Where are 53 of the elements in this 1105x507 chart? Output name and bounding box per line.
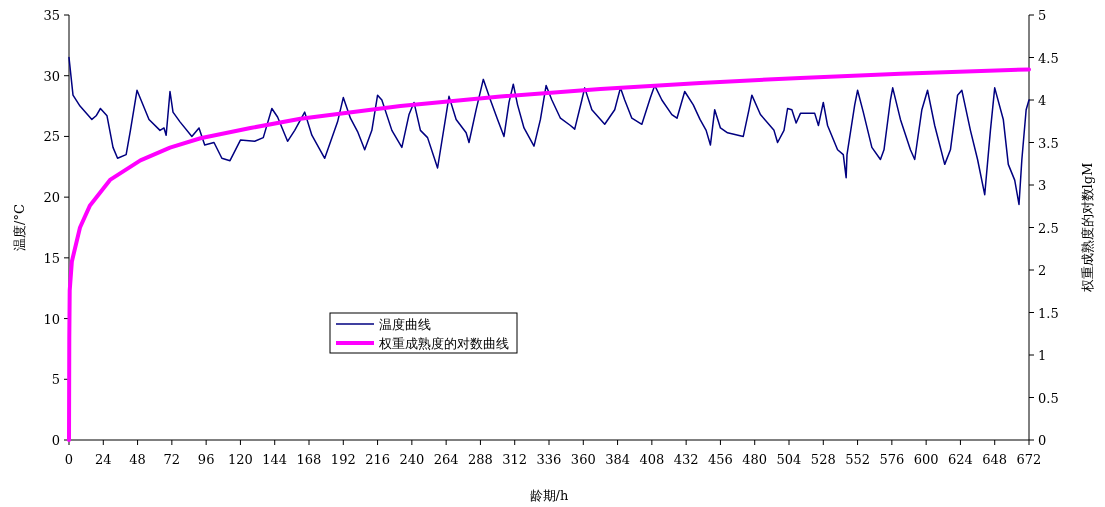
x-tick-label: 600: [913, 452, 939, 467]
x-tick-label: 504: [776, 452, 802, 467]
x-tick-label: 216: [365, 452, 390, 467]
y2-tick-label: 2: [1038, 263, 1047, 278]
y-axis-title: 温度/°C: [12, 204, 27, 251]
y2-tick-label: 4: [1038, 93, 1047, 108]
y2-axis-title: 权重成熟度的对数lgM: [1080, 162, 1095, 294]
x-tick-label: 72: [163, 452, 181, 467]
x-tick-label: 528: [810, 452, 836, 467]
y-tick-label: 15: [43, 250, 60, 266]
y-tick-label: 0: [51, 433, 60, 448]
x-tick-label: 0: [64, 452, 74, 467]
legend-label: 温度曲线: [379, 317, 431, 332]
y2-tick-label: 0: [1038, 433, 1047, 448]
x-tick-label: 96: [197, 452, 215, 467]
y2-tick-label: 0.5: [1038, 390, 1059, 406]
x-tick-label: 552: [845, 452, 870, 467]
y2-tick-label: 5: [1038, 8, 1047, 23]
y-tick-label: 5: [51, 372, 60, 388]
x-tick-label: 120: [228, 452, 253, 467]
x-tick-label: 288: [468, 452, 493, 467]
y2-tick-label: 1: [1038, 348, 1047, 363]
x-tick-label: 360: [570, 452, 596, 467]
x-tick-label: 168: [296, 452, 322, 467]
x-tick-label: 144: [262, 452, 288, 467]
x-tick-label: 48: [129, 452, 146, 467]
x-tick-label: 672: [1016, 452, 1042, 467]
x-tick-label: 24: [95, 452, 112, 467]
y2-tick-label: 1.5: [1038, 305, 1059, 321]
x-tick-label: 624: [948, 452, 973, 467]
y-tick-label: 35: [43, 8, 60, 23]
x-tick-label: 576: [879, 452, 905, 467]
legend-label: 权重成熟度的对数曲线: [378, 336, 509, 351]
x-tick-label: 240: [399, 452, 425, 467]
x-tick-label: 264: [433, 452, 459, 467]
y2-tick-label: 4.5: [1038, 50, 1059, 66]
y2-tick-label: 2.5: [1038, 220, 1059, 236]
x-tick-label: 408: [639, 452, 665, 467]
y-tick-label: 25: [43, 129, 60, 145]
x-tick-label: 384: [605, 452, 630, 467]
x-tick-label: 480: [742, 452, 768, 467]
y-tick-label: 30: [43, 68, 60, 84]
x-tick-label: 432: [673, 452, 699, 467]
x-axis-title: 龄期/h: [529, 488, 569, 503]
x-tick-label: 192: [330, 452, 356, 467]
y2-tick-label: 3.5: [1038, 135, 1059, 151]
x-tick-label: 648: [982, 452, 1008, 467]
x-tick-label: 456: [708, 452, 733, 467]
x-tick-label: 312: [502, 452, 528, 467]
y-tick-label: 10: [43, 311, 60, 327]
y-tick-label: 20: [43, 190, 60, 206]
y2-tick-label: 3: [1038, 178, 1047, 193]
x-tick-label: 336: [536, 452, 562, 467]
